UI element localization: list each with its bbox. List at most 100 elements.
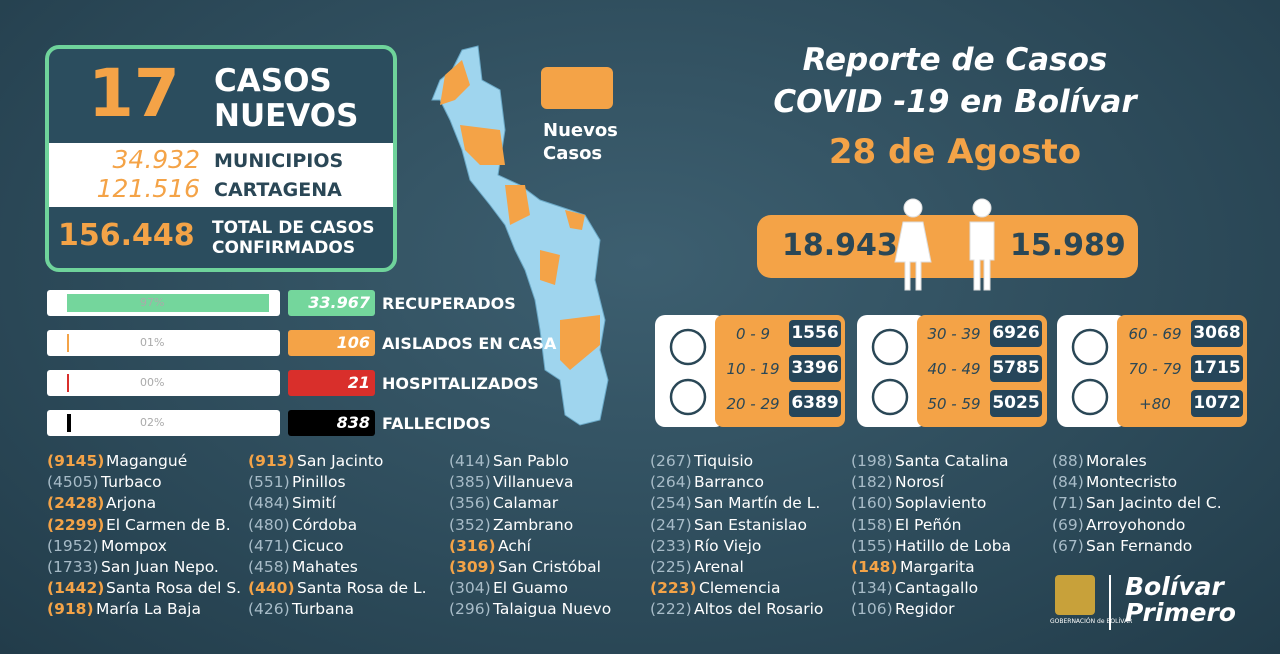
municipality: Pinillos	[292, 473, 346, 492]
count: (1733)	[47, 558, 99, 576]
bar-percent: 00%	[140, 376, 165, 389]
count: (551)	[248, 473, 290, 492]
count: (222)	[650, 600, 692, 619]
age-range: 10 - 19	[726, 360, 780, 378]
map-legend: Nuevos	[543, 120, 618, 141]
municipality: Simití	[292, 494, 336, 513]
status-label: FALLECIDOS	[382, 414, 491, 433]
bar-fill	[67, 374, 69, 392]
count: (148)	[851, 558, 898, 576]
municipality: San Estanislao	[694, 515, 808, 534]
municipality: Villanueva	[493, 473, 574, 492]
count: (309)	[449, 558, 496, 576]
municipality: El Guamo	[493, 579, 568, 598]
status-label: AISLADOS EN CASA	[382, 334, 557, 353]
age-count: 6926	[990, 320, 1042, 347]
municipality: Turbana	[292, 600, 354, 619]
count: (316)	[449, 536, 496, 555]
age-range: 20 - 29	[726, 395, 780, 413]
count: (304)	[449, 579, 491, 598]
count: (296)	[449, 600, 491, 619]
count: (385)	[449, 473, 491, 492]
count: (134)	[851, 579, 893, 598]
municipality: El Carmen de B.	[106, 515, 231, 534]
municipality: Margarita	[900, 558, 975, 576]
title: Reporte de Casos	[802, 42, 1108, 78]
count: (458)	[248, 558, 290, 576]
count: (1952)	[47, 536, 99, 555]
bar-track	[47, 370, 280, 396]
count: (9145)	[47, 452, 105, 470]
count: (267)	[650, 452, 692, 470]
count: (69)	[1052, 515, 1084, 534]
age-range: 50 - 59	[927, 395, 981, 413]
value: 33.967	[308, 293, 370, 312]
municipality: San Cristóbal	[498, 558, 601, 576]
status-label: RECUPERADOS	[382, 294, 516, 313]
count: (254)	[650, 494, 692, 513]
count: (158)	[851, 515, 893, 534]
municipality: San Fernando	[1086, 536, 1193, 555]
municipality: Soplaviento	[895, 494, 987, 513]
municipality: María La Baja	[96, 600, 201, 619]
bar-fill	[67, 334, 70, 352]
value-box	[288, 290, 375, 316]
municipality: San Jacinto	[297, 452, 384, 470]
municipality: Montecristo	[1086, 473, 1178, 492]
count: (106)	[851, 600, 893, 619]
age-count: 3396	[789, 355, 841, 382]
municipality: Mahates	[292, 558, 358, 576]
title: COVID -19 en Bolívar	[773, 84, 1137, 120]
municipality: Río Viejo	[694, 536, 762, 555]
age-count: 6389	[789, 390, 841, 417]
count: (2428)	[47, 494, 105, 513]
new-cases: 17	[88, 55, 180, 132]
value: 21	[347, 373, 370, 392]
count: (223)	[650, 579, 697, 598]
count: (426)	[248, 600, 290, 619]
municipality: Regidor	[895, 600, 955, 619]
count: (233)	[650, 536, 692, 555]
value: 106	[336, 333, 370, 352]
count: (471)	[248, 536, 290, 555]
municipality: Santa Catalina	[895, 452, 1009, 470]
bar-track	[47, 410, 280, 436]
count: (67)	[1052, 536, 1084, 555]
men: 15.989	[1010, 228, 1126, 263]
municipality: Arenal	[694, 558, 744, 576]
municipality: Zambrano	[493, 515, 574, 534]
municipality: Cantagallo	[895, 579, 979, 598]
bar-fill	[67, 294, 269, 312]
total: 156.448	[58, 218, 195, 253]
age-range: 0 - 9	[735, 325, 771, 343]
municipality: Achí	[498, 536, 531, 555]
value-box	[288, 330, 375, 356]
count: (4505)	[47, 473, 99, 492]
age-count: 1072	[1191, 390, 1243, 417]
municipality: Arjona	[106, 494, 157, 513]
brand: Primero	[1125, 598, 1236, 627]
municipality: San Pablo	[493, 452, 569, 470]
municipality: Mompox	[101, 536, 167, 555]
count: (440)	[248, 579, 295, 598]
total-label: TOTAL DE CASOS	[212, 218, 375, 238]
age-count: 5025	[990, 390, 1042, 417]
age-range: 40 - 49	[927, 360, 981, 378]
municipality: Hatillo de Loba	[895, 536, 1012, 555]
bar-percent: 97%	[140, 296, 165, 309]
municipality: San Jacinto del C.	[1086, 494, 1222, 513]
municipality: Morales	[1086, 452, 1147, 470]
municipality: Magangué	[106, 452, 188, 470]
municipality: Clemencia	[699, 579, 781, 598]
count: (480)	[248, 515, 290, 534]
seal: GOBERNACIÓN de BOLÍVAR	[1050, 618, 1133, 625]
bar-percent: 01%	[140, 336, 165, 349]
date: 28 de Agosto	[828, 132, 1082, 172]
count: (71)	[1052, 494, 1084, 513]
municipality: Calamar	[493, 494, 559, 513]
map-legend: Casos	[543, 143, 603, 164]
municipality: San Martín de L.	[694, 494, 821, 513]
count: (88)	[1052, 452, 1084, 470]
count: 34.932	[112, 145, 200, 174]
count: (913)	[248, 452, 295, 470]
